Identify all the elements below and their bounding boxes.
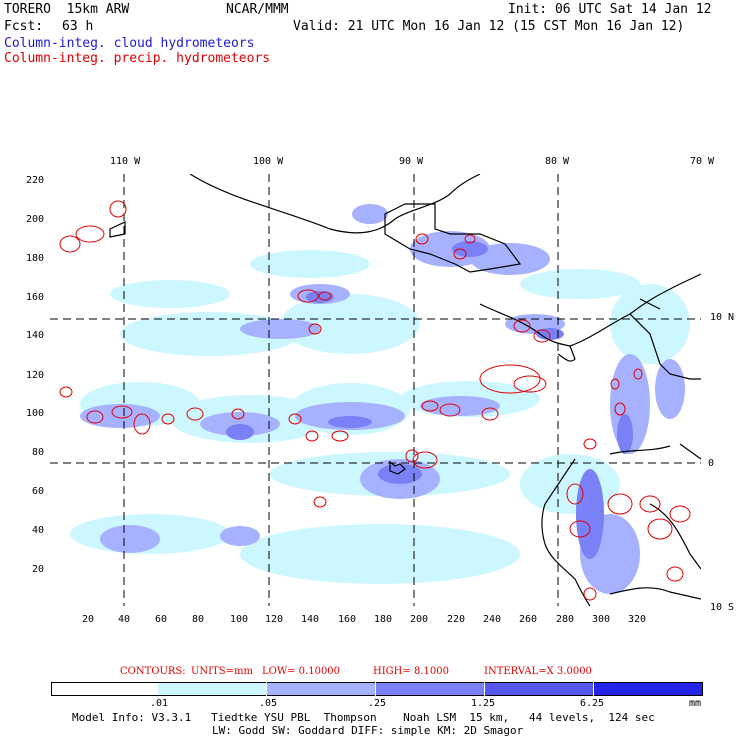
precip-contours <box>59 200 691 601</box>
lat-label-10n: 10 N <box>710 312 735 323</box>
lon-label-110w: 110 W <box>110 156 141 167</box>
x-tick: 240 <box>483 614 502 625</box>
y-tick: 100 <box>26 408 45 419</box>
colorbar-level-label: 6.25 <box>580 698 605 709</box>
x-tick: 40 <box>118 614 131 625</box>
y-tick: 60 <box>32 486 45 497</box>
model-physics-line: LW: Godd SW: Goddard DIFF: simple KM: 2D… <box>212 724 524 737</box>
x-tick: 80 <box>192 614 205 625</box>
x-tick: 120 <box>265 614 284 625</box>
y-tick: 160 <box>26 292 45 303</box>
colorbar-segment <box>267 682 375 696</box>
model-name: TORERO 15km ARW <box>4 2 130 17</box>
x-tick: 160 <box>338 614 357 625</box>
y-tick: 120 <box>26 370 45 381</box>
coastlines <box>109 174 701 606</box>
x-tick: 260 <box>519 614 538 625</box>
field-cloud-title: Column-integ. cloud hydrometeors <box>4 36 255 51</box>
forecast-label: Fcst: <box>4 19 44 34</box>
field-precip-title: Column-integ. precip. hydrometeors <box>4 51 271 66</box>
lon-label-90w: 90 W <box>399 156 424 167</box>
x-tick: 280 <box>556 614 575 625</box>
y-tick: 220 <box>26 175 45 186</box>
lon-label-100w: 100 W <box>253 156 284 167</box>
contours-low: LOW= 0.10000 <box>262 666 341 677</box>
y-tick: 20 <box>32 564 45 575</box>
y-tick: 180 <box>26 253 45 264</box>
x-tick: 220 <box>447 614 466 625</box>
lat-label-eq: 0 <box>708 458 715 469</box>
x-tick: 200 <box>410 614 429 625</box>
model-info-line: Model Info: V3.3.1 Tiedtke YSU PBL Thomp… <box>72 711 655 724</box>
colorbar-segment <box>485 682 593 696</box>
contours-high: HIGH= 8.1000 <box>373 666 449 677</box>
x-tick: 140 <box>301 614 320 625</box>
contours-interval: INTERVAL=X 3.0000 <box>484 666 592 677</box>
cloud-shading-medium <box>80 204 685 594</box>
x-tick: 300 <box>592 614 611 625</box>
colorbar-level-label: .25 <box>368 698 387 709</box>
colorbar-segment <box>376 682 484 696</box>
lat-label-10s: 10 S <box>710 602 735 613</box>
init-time: Init: 06 UTC Sat 14 Jan 12 <box>508 2 712 17</box>
x-tick: 320 <box>628 614 647 625</box>
x-tick: 20 <box>82 614 95 625</box>
colorbar-level-label: .01 <box>150 698 169 709</box>
x-tick: 60 <box>155 614 168 625</box>
colorbar-segment <box>158 682 266 696</box>
lon-label-70w: 70 W <box>690 156 715 167</box>
valid-time: Valid: 21 UTC Mon 16 Jan 12 (15 CST Mon … <box>293 19 685 34</box>
colorbar-segment <box>51 682 158 696</box>
lon-label-80w: 80 W <box>545 156 570 167</box>
forecast-hours: 63 h <box>62 19 94 34</box>
y-tick: 140 <box>26 330 45 341</box>
forecast-map <box>50 174 701 606</box>
y-tick: 40 <box>32 525 45 536</box>
colorbar-unit: mm <box>689 698 702 709</box>
y-tick: 80 <box>32 447 45 458</box>
colorbar-segment <box>594 682 703 696</box>
colorbar-level-label: .05 <box>259 698 278 709</box>
grid-lines <box>50 174 701 606</box>
y-tick: 200 <box>26 214 45 225</box>
organization: NCAR/MMM <box>226 2 289 17</box>
contours-label: CONTOURS: <box>120 666 186 677</box>
x-tick: 100 <box>230 614 249 625</box>
colorbar-level-label: 1.25 <box>471 698 496 709</box>
x-tick: 180 <box>374 614 393 625</box>
contours-units: UNITS=mm <box>191 666 253 677</box>
